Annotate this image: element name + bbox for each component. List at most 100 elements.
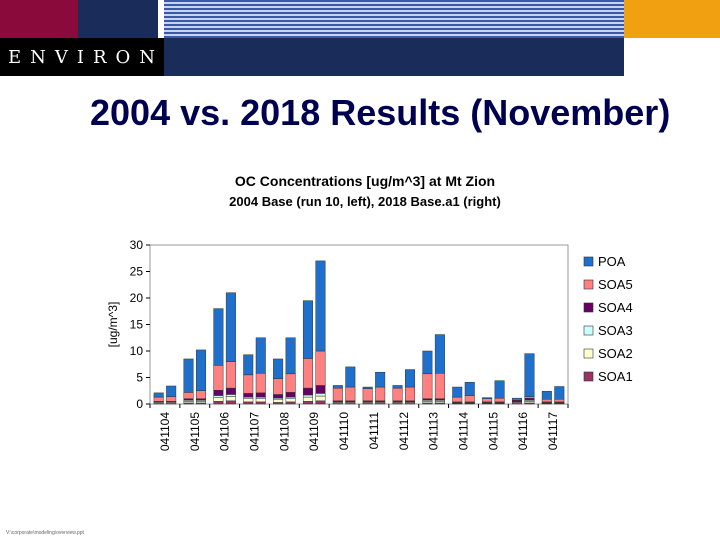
- legend-swatch-poa: [583, 256, 594, 267]
- x-tick-label: 041116: [516, 412, 530, 451]
- bar-segment-poa: [452, 386, 463, 398]
- bar-segment-poa: [315, 260, 326, 352]
- bar-segment-soa1: [255, 401, 266, 405]
- legend-label-poa: POA: [598, 254, 626, 269]
- x-tick-label: 041110: [337, 412, 351, 451]
- legend-label-soa5: SOA5: [598, 277, 633, 292]
- bar-segment-poa: [375, 371, 386, 388]
- bar-segment-poa: [362, 386, 373, 389]
- bar-segment-poa: [332, 385, 343, 389]
- x-tick-label: 041113: [427, 412, 441, 451]
- bar-segment-soa4: [225, 387, 236, 395]
- footer-file-path: V:\corporate\modeling\overview.ppt: [6, 530, 84, 536]
- bar-segment-poa: [345, 366, 356, 388]
- bar-segment-soa1: [315, 400, 326, 405]
- x-tick-label: 041111: [367, 412, 381, 450]
- x-tick-label: 041115: [486, 412, 500, 451]
- x-tick-label: 041106: [218, 412, 232, 451]
- bar-segment-poa: [464, 382, 475, 396]
- bar-segment-soa5: [273, 378, 284, 395]
- bar-segment-soa5: [302, 358, 313, 389]
- legend-label-soa3: SOA3: [598, 323, 633, 338]
- header-banner: ENVIRON: [0, 0, 720, 76]
- bar-segment-poa: [422, 350, 433, 375]
- x-tick-label: 041114: [457, 412, 471, 451]
- bar-segment-poa: [243, 354, 254, 376]
- bar-segment-soa2: [225, 396, 236, 402]
- y-tick-label: 5: [136, 371, 143, 385]
- bar-segment-soa4: [243, 393, 254, 398]
- bar-segment-soa4: [255, 392, 266, 398]
- bar-segment-poa: [554, 386, 565, 400]
- x-tick-label: 041109: [307, 412, 321, 451]
- bar-segment-poa: [494, 380, 505, 399]
- bar-segment-soa5: [285, 373, 296, 393]
- bar-segment-soa5: [332, 387, 343, 402]
- x-tick-label: 041107: [248, 412, 262, 451]
- header-block-navy: [78, 0, 158, 38]
- bar-segment-soa4: [273, 394, 284, 399]
- bar-segment-soa1: [302, 401, 313, 405]
- bar-segment-soa5: [392, 387, 403, 402]
- bar-segment-soa3: [302, 394, 313, 398]
- bar-segment-soa2: [285, 398, 296, 403]
- bar-segment-soa2: [273, 399, 284, 403]
- bar-segment-soa4: [213, 389, 224, 396]
- bar-segment-poa: [482, 397, 493, 399]
- legend-swatch-soa3: [583, 325, 594, 336]
- header-gap: [158, 0, 164, 38]
- chart-subtitle: 2004 Base (run 10, left), 2018 Base.a1 (…: [229, 194, 501, 209]
- bar-segment-soa3: [213, 395, 224, 398]
- bar-segment-soa5: [434, 373, 445, 399]
- bar-segment-soa5: [345, 386, 356, 402]
- bar-segment-soa5: [213, 365, 224, 391]
- legend-swatch-soa5: [583, 279, 594, 290]
- bar-segment-soa2: [243, 398, 254, 403]
- y-tick-label: 30: [130, 238, 144, 252]
- bar-segment-poa: [434, 334, 445, 374]
- bar-segment-soa3: [225, 394, 236, 397]
- bar-segment-soa5: [255, 373, 266, 394]
- bar-segment-soa3: [315, 393, 326, 397]
- legend-swatch-soa2: [583, 348, 594, 359]
- bar-segment-soa5: [166, 396, 177, 402]
- bar-segment-soa1: [243, 401, 254, 405]
- bar-segment-soa4: [285, 392, 296, 398]
- bar-segment-soa5: [183, 392, 194, 399]
- bar-segment-poa: [183, 358, 194, 393]
- bar-segment-poa: [166, 385, 177, 397]
- bar-segment-poa: [213, 308, 224, 366]
- header-block-orange: [624, 0, 720, 38]
- y-tick-label: 15: [130, 318, 144, 332]
- bar-segment-soa5: [452, 396, 463, 403]
- bar-segment-soa4: [302, 387, 313, 396]
- legend-swatch-soa4: [583, 302, 594, 313]
- bar-segment-soa5: [375, 386, 386, 402]
- bar-segment-soa4: [524, 397, 535, 401]
- slide-title: 2004 vs. 2018 Results (November): [90, 92, 671, 133]
- bar-segment-soa5: [482, 398, 493, 403]
- bar-segment-soa5: [554, 398, 565, 403]
- environ-logo: ENVIRON: [0, 38, 164, 76]
- bar-segment-poa: [285, 337, 296, 375]
- bar-segment-soa4: [315, 385, 326, 394]
- y-axis-label: [ug/m^3]: [106, 302, 120, 348]
- x-tick-label: 041105: [188, 412, 202, 451]
- logo-text: ENVIRON: [7, 46, 165, 68]
- bar-segment-poa: [196, 349, 207, 392]
- legend-label-soa4: SOA4: [598, 300, 633, 315]
- bar-segment-soa5: [541, 398, 552, 403]
- bar-segment-soa2: [302, 396, 313, 402]
- x-tick-label: 041104: [158, 412, 172, 451]
- y-tick-label: 20: [130, 291, 144, 305]
- bar-segment-soa5: [405, 386, 416, 402]
- bar-segment-poa: [511, 397, 522, 400]
- bar-segment-poa: [541, 391, 552, 400]
- y-tick-label: 0: [136, 397, 143, 411]
- bar-segment-soa5: [243, 374, 254, 394]
- bar-segment-poa: [524, 353, 535, 397]
- x-tick-label: 041112: [397, 412, 411, 451]
- bar-segment-poa: [302, 300, 313, 359]
- bar-segment-soa5: [196, 390, 207, 399]
